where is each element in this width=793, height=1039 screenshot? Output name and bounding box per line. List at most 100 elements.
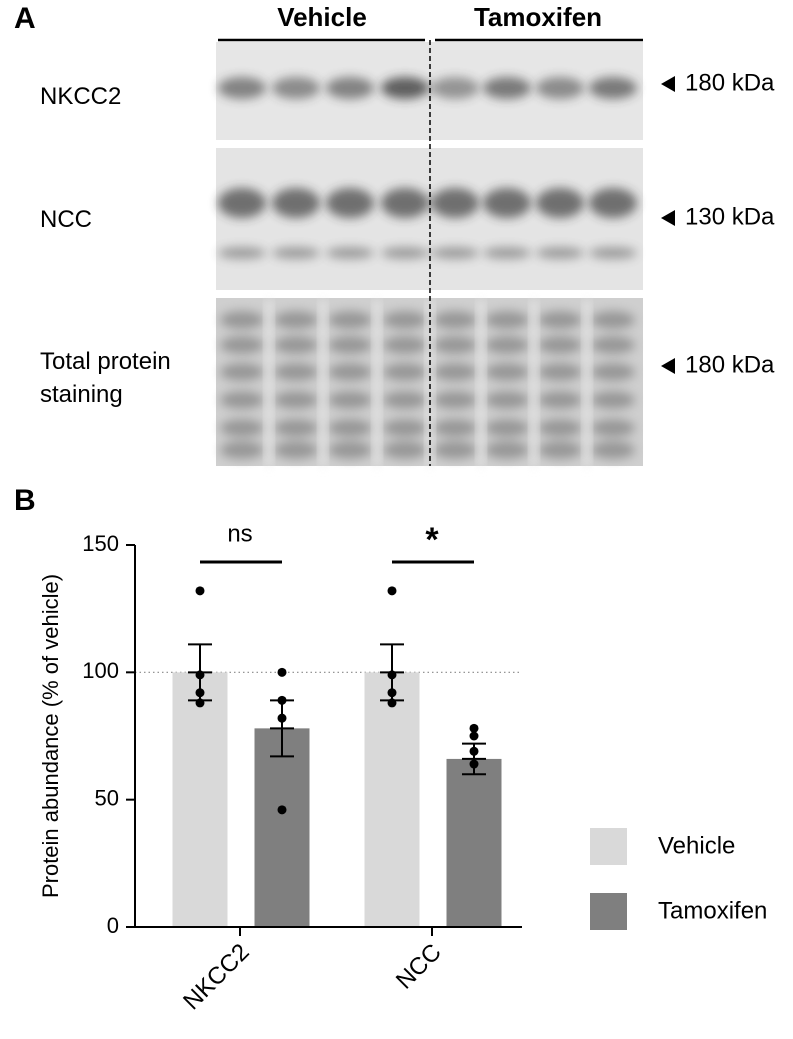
lane-gap <box>583 300 591 466</box>
row-label-box: Total protein staining <box>40 348 171 408</box>
data-point <box>387 586 397 596</box>
legend-swatch <box>590 828 627 865</box>
panel-label: B <box>14 484 36 517</box>
band <box>274 419 318 437</box>
data-point <box>387 670 397 680</box>
data-point <box>277 667 287 677</box>
band <box>328 419 372 437</box>
band <box>274 311 318 329</box>
band <box>326 77 374 99</box>
y-tick-label: 100 <box>82 658 119 683</box>
band <box>274 363 318 381</box>
band <box>381 188 429 218</box>
band <box>485 336 529 354</box>
band <box>220 419 264 437</box>
data-point <box>277 713 287 723</box>
data-point <box>195 586 205 596</box>
size-marker: 180 kDa <box>685 69 775 96</box>
band <box>381 77 429 99</box>
lane-gap <box>265 300 273 466</box>
band <box>383 391 427 409</box>
size-marker: 180 kDa <box>685 351 775 378</box>
significance-label: ns <box>227 520 252 547</box>
band <box>485 311 529 329</box>
band <box>383 419 427 437</box>
band <box>218 247 266 259</box>
band <box>589 188 637 218</box>
band <box>483 188 531 218</box>
band <box>220 441 264 459</box>
band <box>274 336 318 354</box>
row-label-box: NCC <box>40 206 92 233</box>
data-point <box>387 698 397 708</box>
arrowhead <box>661 358 675 374</box>
band <box>431 77 479 99</box>
bar <box>446 758 502 927</box>
lane-gap <box>426 300 434 466</box>
arrowhead <box>661 76 675 92</box>
band <box>326 188 374 218</box>
band <box>483 77 531 99</box>
group-label: Tamoxifen <box>474 2 602 32</box>
band <box>485 441 529 459</box>
data-point <box>469 759 479 769</box>
band <box>483 247 531 259</box>
band <box>589 247 637 259</box>
y-tick-label: 150 <box>82 531 119 556</box>
band <box>538 336 582 354</box>
data-point <box>469 746 479 756</box>
bar <box>254 728 310 927</box>
bar <box>364 672 420 927</box>
band <box>274 441 318 459</box>
row-label: Total protein staining <box>40 348 171 408</box>
data-point <box>195 670 205 680</box>
legend-label: Tamoxifen <box>658 897 767 924</box>
band <box>536 247 584 259</box>
data-point <box>195 688 205 698</box>
band <box>328 311 372 329</box>
data-point <box>469 731 479 741</box>
y-tick-label: 50 <box>95 785 119 810</box>
band <box>383 441 427 459</box>
legend-label: Vehicle <box>658 832 735 859</box>
panel-label: A <box>14 2 36 35</box>
band <box>485 419 529 437</box>
data-point <box>469 723 479 733</box>
lane-gap <box>373 300 381 466</box>
band <box>538 419 582 437</box>
band <box>538 363 582 381</box>
band <box>328 441 372 459</box>
band <box>220 363 264 381</box>
lane-gap <box>319 300 327 466</box>
band <box>591 336 635 354</box>
row-label-box: NKCC2 <box>40 83 122 110</box>
band <box>383 336 427 354</box>
arrowhead <box>661 210 675 226</box>
band <box>591 419 635 437</box>
band <box>220 336 264 354</box>
x-tick-label: NCC <box>391 939 447 995</box>
size-marker: 130 kDa <box>685 203 775 230</box>
band <box>538 311 582 329</box>
band <box>433 311 477 329</box>
band <box>326 247 374 259</box>
band <box>220 391 264 409</box>
lane-gap <box>477 300 485 466</box>
band <box>591 441 635 459</box>
row-label: NKCC2 <box>40 83 122 110</box>
band <box>381 247 429 259</box>
band <box>383 363 427 381</box>
band <box>328 391 372 409</box>
legend-swatch <box>590 893 627 930</box>
band <box>328 336 372 354</box>
significance-label: * <box>425 521 439 559</box>
band <box>431 188 479 218</box>
band <box>538 441 582 459</box>
group-label: Vehicle <box>277 2 367 32</box>
band <box>433 391 477 409</box>
band <box>272 247 320 259</box>
band <box>433 363 477 381</box>
x-tick-label: NKCC2 <box>178 939 255 1016</box>
band <box>274 391 318 409</box>
